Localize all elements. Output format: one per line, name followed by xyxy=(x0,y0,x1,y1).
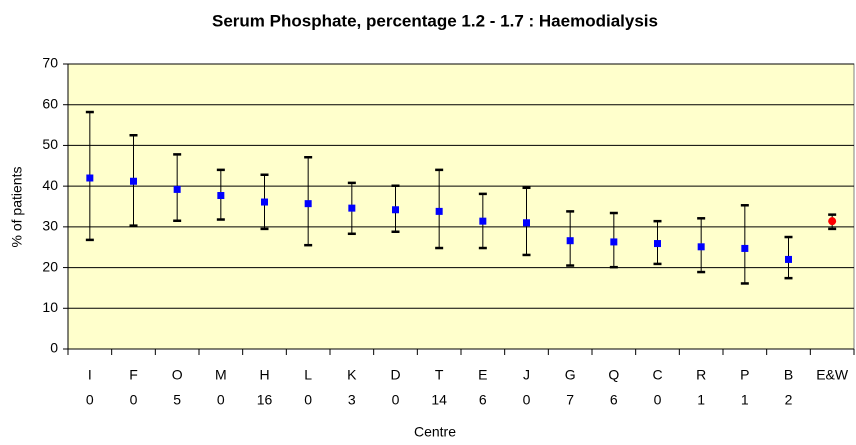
marker xyxy=(435,207,443,215)
marker xyxy=(741,244,749,252)
marker xyxy=(261,198,268,206)
x-tick-label: E xyxy=(478,367,487,383)
marker xyxy=(130,177,137,185)
chart-title: Serum Phosphate, percentage 1.2 - 1.7 : … xyxy=(212,11,658,30)
plot-area xyxy=(67,63,855,350)
marker xyxy=(479,217,487,225)
x-tick-sublabel: 1 xyxy=(697,392,705,408)
x-tick-label: G xyxy=(565,367,576,383)
x-tick-sublabel: 0 xyxy=(392,392,400,408)
x-tick-label: R xyxy=(696,367,706,383)
x-tick-label: M xyxy=(215,367,227,383)
marker xyxy=(86,174,94,182)
x-tick-sublabel: 0 xyxy=(86,392,94,408)
x-tick-sublabel: 14 xyxy=(431,392,447,408)
x-tick-sublabel: 2 xyxy=(785,392,793,408)
y-tick-label: 70 xyxy=(42,55,58,71)
marker xyxy=(217,192,225,200)
x-tick-label: D xyxy=(390,367,400,383)
x-tick-label: K xyxy=(347,367,357,383)
x-tick-sublabel: 0 xyxy=(130,392,138,408)
x-tick-label: P xyxy=(740,367,749,383)
x-tick-sublabel: 1 xyxy=(741,392,749,408)
marker xyxy=(523,219,530,227)
x-tick-sublabel: 3 xyxy=(348,392,356,408)
x-tick-label: T xyxy=(435,367,444,383)
marker xyxy=(348,204,356,212)
y-axis-label: % of patients xyxy=(9,167,25,248)
x-tick-sublabel: 6 xyxy=(610,392,618,408)
x-tick-sublabel: 6 xyxy=(479,392,487,408)
x-tick-label: Q xyxy=(608,367,619,383)
x-tick-sublabel: 0 xyxy=(523,392,531,408)
y-tick-label: 20 xyxy=(42,258,58,274)
x-tick-sublabel: 0 xyxy=(654,392,662,408)
x-tick-label: L xyxy=(304,367,312,383)
marker xyxy=(697,243,705,251)
y-tick-label: 50 xyxy=(42,136,58,152)
x-tick-sublabel: 0 xyxy=(217,392,225,408)
x-axis-label: Centre xyxy=(414,424,456,440)
marker xyxy=(785,255,792,263)
marker xyxy=(304,200,312,208)
marker xyxy=(392,206,399,214)
x-tick-label: B xyxy=(784,367,793,383)
y-tick-label: 30 xyxy=(42,218,58,234)
x-tick-label: E&W xyxy=(816,367,849,383)
x-tick-sublabel: 16 xyxy=(257,392,273,408)
y-tick-label: 10 xyxy=(42,299,58,315)
x-tick-sublabel: 7 xyxy=(566,392,574,408)
x-tick-label: F xyxy=(129,367,138,383)
marker xyxy=(654,240,661,248)
x-tick-sublabel: 5 xyxy=(173,392,181,408)
x-tick-label: J xyxy=(523,367,530,383)
x-tick-label: H xyxy=(259,367,269,383)
y-tick-label: 40 xyxy=(42,177,58,193)
x-tick-label: O xyxy=(172,367,183,383)
y-tick-label: 0 xyxy=(50,340,58,356)
marker xyxy=(610,238,618,246)
x-tick-label: C xyxy=(652,367,662,383)
x-tick-sublabel: 0 xyxy=(304,392,312,408)
marker xyxy=(828,217,837,226)
marker xyxy=(566,237,574,245)
marker xyxy=(173,185,181,193)
x-tick-label: I xyxy=(88,367,92,383)
y-tick-label: 60 xyxy=(42,95,58,111)
